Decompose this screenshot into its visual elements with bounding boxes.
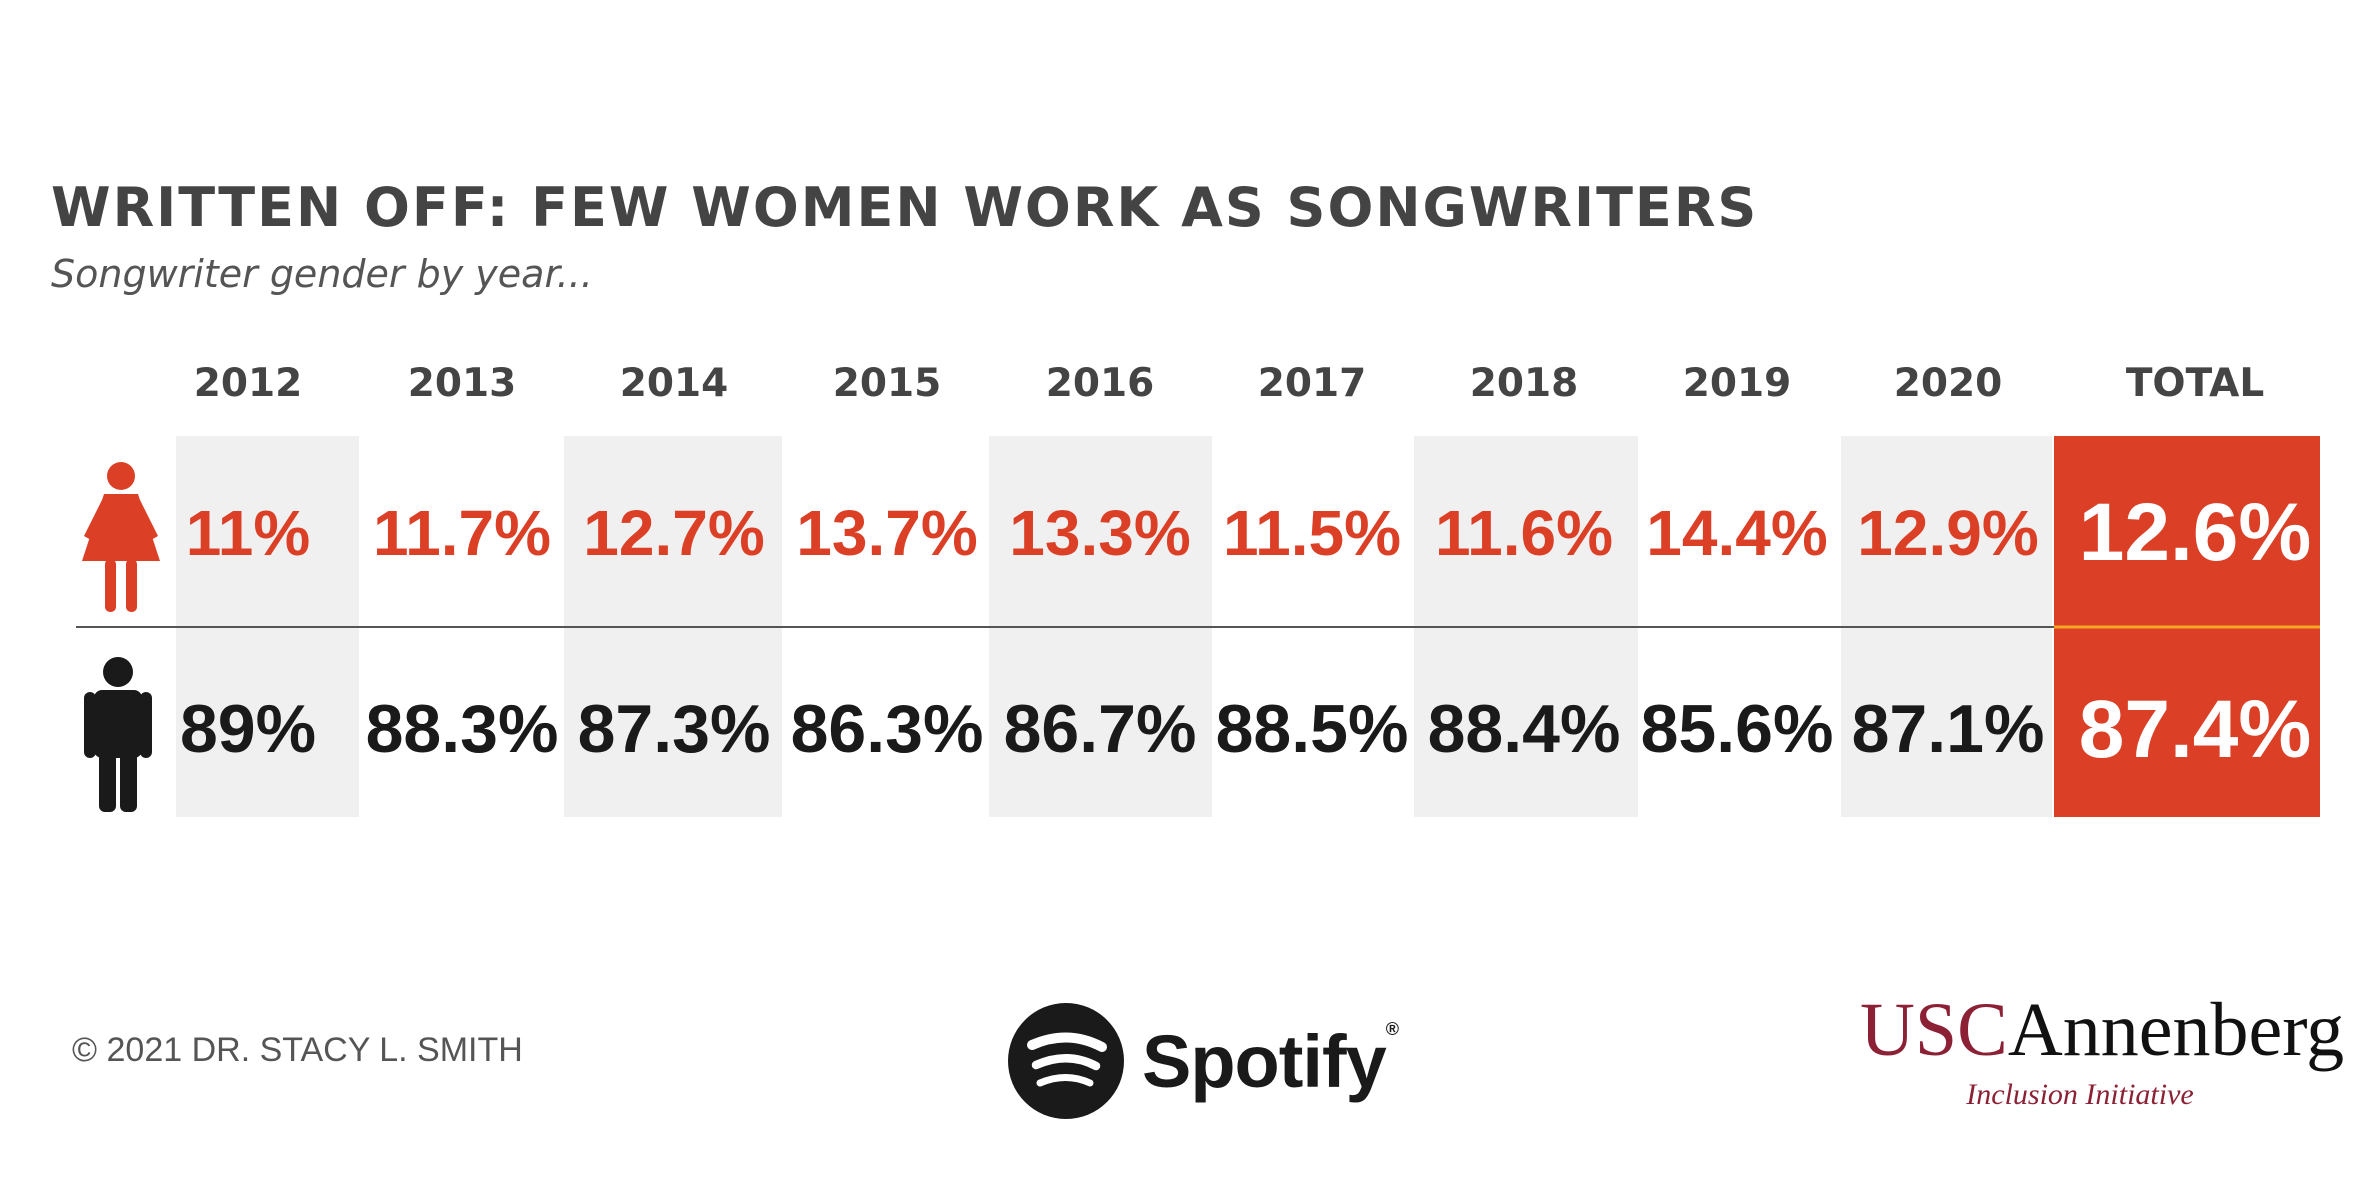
column-label-total: TOTAL [2126,361,2264,406]
row-icons [82,462,160,812]
man-value-2014: 87.3% [578,691,771,767]
woman-value-2014: 12.7% [583,497,764,569]
man-value-2017: 88.5% [1216,691,1409,767]
woman-icon [82,462,160,612]
column-label-2016: 2016 [1046,361,1155,406]
column-label-2014: 2014 [620,361,729,406]
woman-value-2017: 11.5% [1223,497,1401,569]
column-label-2015: 2015 [833,361,942,406]
spotify-circle-icon [1008,1003,1124,1119]
copyright-text: © 2021 DR. STACY L. SMITH [72,1031,523,1069]
value-labels: 11% 11.7% 12.7% 13.7% 13.3% 11.5% 11.6% 14.4% 12… [180,487,2311,775]
column-label-2013: 2013 [408,361,517,406]
man-value-2015: 86.3% [791,691,984,767]
column-label-2020: 2020 [1894,361,2003,406]
column-label-2012: 2012 [194,361,303,406]
man-value-2016: 86.7% [1004,691,1197,767]
column-label-2017: 2017 [1258,361,1367,406]
woman-value-2019: 14.4% [1646,497,1827,569]
man-value-total: 87.4% [2079,684,2312,775]
spotify-wordmark: Spotify® [1142,1018,1399,1103]
column-label-2018: 2018 [1470,361,1579,406]
woman-value-2016: 13.3% [1009,497,1190,569]
chart-title: WRITTEN OFF: FEW WOMEN WORK AS SONGWRITE… [51,176,1759,239]
woman-value-2012: 11% [186,497,311,569]
column-label-2019: 2019 [1683,361,1792,406]
woman-value-total: 12.6% [2079,487,2312,578]
man-value-2013: 88.3% [366,691,559,767]
spotify-logo: Spotify® [1008,1003,1399,1119]
woman-value-2013: 11.7% [373,497,551,569]
year-labels: 2012 2013 2014 2015 2016 2017 2018 2019 2020 TOTA… [194,361,2264,406]
man-value-2020: 87.1% [1852,691,2045,767]
chart-subtitle: Songwriter gender by year... [51,252,593,296]
man-value-2018: 88.4% [1428,691,1621,767]
man-icon [84,657,152,812]
usc-annenberg-logo: USCAnnenberg Inclusion Initiative [1860,988,2345,1111]
woman-value-2020: 12.9% [1857,497,2038,569]
woman-value-2015: 13.7% [796,497,977,569]
man-value-2019: 85.6% [1641,691,1834,767]
man-value-2012: 89% [180,691,316,767]
usc-subtitle: Inclusion Initiative [1966,1078,2194,1111]
woman-value-2018: 11.6% [1435,497,1613,569]
